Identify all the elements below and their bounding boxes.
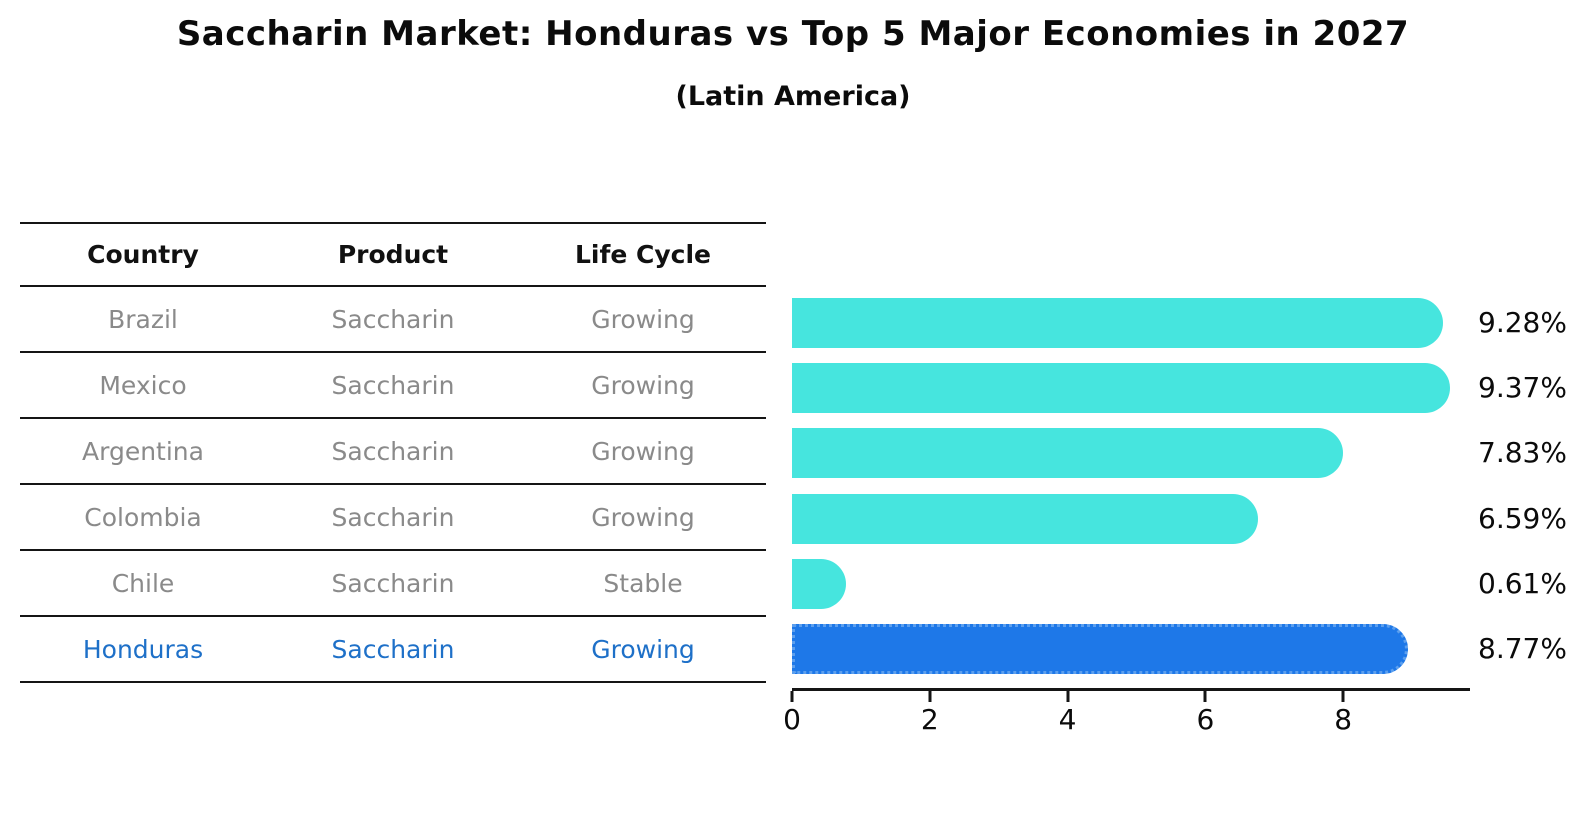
bar-honduras — [792, 624, 1409, 674]
table-header-row: Country Product Life Cycle — [20, 224, 766, 287]
cell-product: Saccharin — [331, 568, 455, 598]
table-row-brazil: Brazil Saccharin Growing — [20, 287, 766, 353]
cell-life-cycle: Growing — [591, 502, 695, 532]
bar-chile — [792, 558, 847, 609]
cell-life-cycle: Growing — [591, 370, 695, 400]
cell-country: Chile — [111, 568, 175, 598]
value-label-mexico: 9.37% — [1478, 371, 1567, 405]
cell-product: Saccharin — [331, 304, 455, 334]
cell-country: Mexico — [99, 370, 187, 400]
table-row-argentina: Argentina Saccharin Growing — [20, 419, 766, 485]
table-row-chile: Chile Saccharin Stable — [20, 551, 766, 617]
cell-country: Brazil — [108, 304, 178, 334]
value-label-chile: 0.61% — [1478, 566, 1567, 600]
cell-product: Saccharin — [331, 370, 455, 400]
x-axis-tick-0 — [790, 691, 794, 702]
cell-product: Saccharin — [331, 634, 455, 664]
table-body: Brazil Saccharin Growing Mexico Saccharin Gro… — [20, 287, 766, 683]
bar-brazil — [792, 298, 1444, 348]
bar-colombia — [792, 493, 1259, 544]
x-axis-tick-4 — [1066, 691, 1070, 702]
bar-mexico — [792, 363, 1450, 414]
chart-subtitle: (Latin America) — [675, 81, 911, 112]
cell-country: Honduras — [82, 634, 204, 664]
cell-life-cycle: Growing — [591, 436, 695, 466]
column-header-country: Country — [87, 240, 199, 269]
bar-argentina — [792, 428, 1344, 479]
x-axis-tick-label-2: 2 — [920, 703, 939, 736]
column-header-life-cycle: Life Cycle — [574, 240, 712, 269]
x-axis-tick-label-4: 4 — [1058, 703, 1077, 736]
x-axis-tick-6 — [1203, 691, 1207, 702]
value-label-brazil: 9.28% — [1478, 306, 1567, 339]
cell-country: Argentina — [82, 436, 204, 466]
table-row-mexico: Mexico Saccharin Growing — [20, 353, 766, 419]
value-label-argentina: 7.83% — [1478, 436, 1567, 470]
cell-product: Saccharin — [331, 436, 455, 466]
value-label-colombia: 6.59% — [1478, 501, 1567, 535]
chart-title: Saccharin Market: Honduras vs Top 5 Majo… — [176, 14, 1410, 54]
x-axis-tick-label-8: 8 — [1334, 703, 1353, 736]
country-table: Country Product Life Cycle Brazil Saccharin… — [20, 222, 766, 683]
column-header-product: Product — [337, 240, 449, 269]
cell-life-cycle: Growing — [591, 634, 695, 664]
cell-life-cycle: Growing — [591, 304, 695, 334]
x-axis-tick-label-6: 6 — [1196, 703, 1215, 736]
table-row-colombia: Colombia Saccharin Growing — [20, 485, 766, 551]
cell-country: Colombia — [84, 502, 202, 532]
cell-life-cycle: Stable — [603, 568, 683, 598]
x-axis-line — [792, 688, 1470, 691]
x-axis-tick-2 — [928, 691, 932, 702]
value-label-honduras: 8.77% — [1478, 632, 1567, 665]
x-axis-tick-label-0: 0 — [783, 703, 801, 736]
bar-chart-plot-area: 9.28% 9.37% 7.83% 6.59% 0.61% 8.77% 0 2 4 6 8 — [783, 222, 1567, 782]
table-row-honduras: Honduras Saccharin Growing — [20, 617, 766, 683]
cell-product: Saccharin — [331, 502, 455, 532]
x-axis-tick-8 — [1341, 691, 1345, 702]
